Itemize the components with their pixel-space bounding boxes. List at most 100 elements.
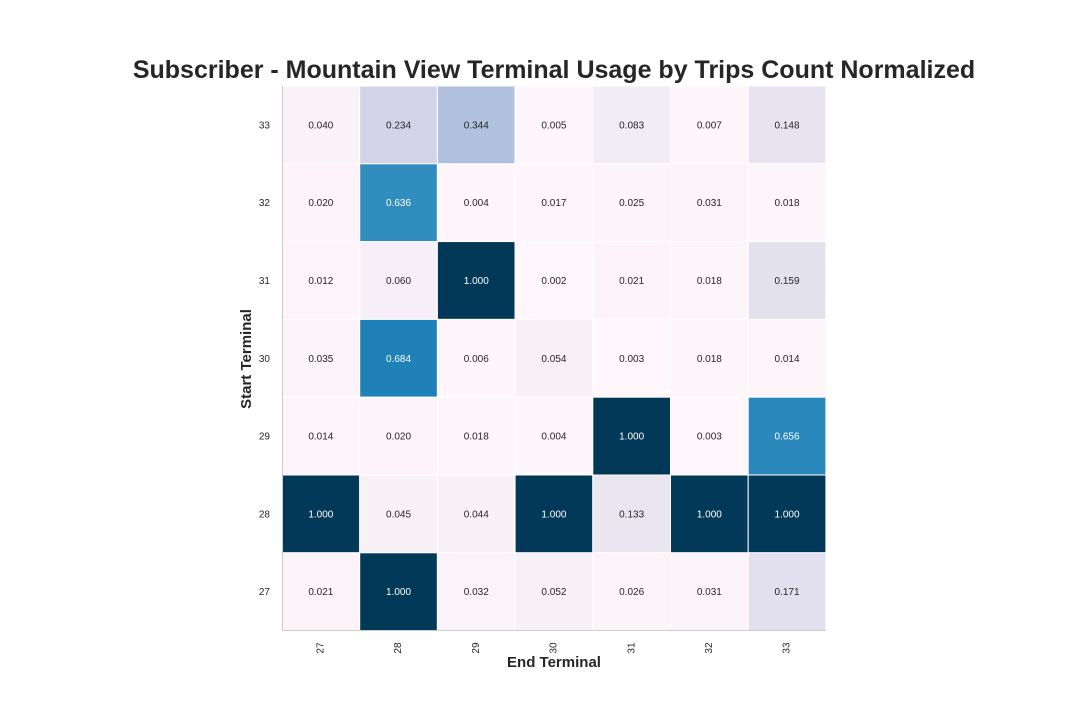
heatmap-axes [282,86,826,631]
heatmap-cell [514,241,594,320]
cell-value-label: 0.020 [386,432,411,443]
heatmap-cell [359,552,438,632]
heatmap-cell [670,474,749,554]
cell-value-label: 0.004 [464,198,489,209]
heatmap-cell [281,396,361,476]
cell-value-label: 1.000 [775,509,800,520]
x-axis-label: End Terminal [507,654,601,671]
heatmap-cell [436,396,516,476]
x-tick-label: 30 [549,642,560,654]
cell-value-label: 0.007 [697,120,722,131]
cell-value-label: 0.636 [386,198,411,209]
cell-value-label: 0.032 [464,587,489,598]
heatmap-cell [670,241,749,320]
cell-value-label: 0.171 [775,587,800,598]
heatmap-cell [359,396,438,476]
heatmap-cells: 0.040 0.234 0.344 0.005 0.083 0.007 0.148 0.020… [281,85,827,632]
y-tick-labels: 33 32 31 30 29 28 27 [259,120,271,598]
cell-value-label: 1.000 [464,276,489,287]
heatmap-cell [281,474,361,554]
cell-value-label: 1.000 [308,509,333,520]
cell-value-label: 0.003 [619,354,644,365]
y-axis-label: Start Terminal [238,309,255,409]
heatmap-cell [436,163,516,243]
x-tick-label: 27 [315,642,326,654]
cell-value-label: 0.002 [541,276,566,287]
heatmap-cell [747,241,827,320]
heatmap-cell [747,474,827,554]
cell-value-label: 0.004 [541,432,566,443]
heatmap-cell [281,318,361,398]
x-tick-label: 28 [393,642,404,654]
cell-value-label: 0.148 [775,120,800,131]
x-tick-label: 29 [471,642,482,654]
heatmap-cell [436,318,516,398]
cell-value-label: 0.035 [308,354,333,365]
cell-value-label: 0.018 [697,354,722,365]
heatmap-cell [747,396,827,476]
y-tick-label: 28 [259,509,271,520]
y-tick-label: 29 [259,432,271,443]
heatmap-cell [436,85,516,165]
cell-value-label: 0.018 [464,432,489,443]
heatmap-cell [670,163,749,243]
cell-value-label: 0.656 [775,432,800,443]
cell-value-label: 1.000 [541,509,566,520]
heatmap-cell [514,474,594,554]
cell-value-label: 0.017 [541,198,566,209]
x-tick-labels: 27 28 29 30 31 32 33 [315,642,792,654]
cell-value-label: 0.083 [619,120,644,131]
cell-value-label: 0.014 [308,432,333,443]
heatmap-cell [747,163,827,243]
heatmap-cell [592,552,671,632]
cell-value-label: 0.052 [541,587,566,598]
cell-value-label: 0.133 [619,509,644,520]
heatmap-cell [281,241,361,320]
cell-value-label: 0.018 [697,276,722,287]
cell-value-label: 0.021 [308,587,333,598]
heatmap-cell [359,85,438,165]
cell-value-label: 0.344 [464,120,489,131]
cell-value-label: 0.018 [775,198,800,209]
cell-value-label: 0.040 [308,120,333,131]
heatmap-cell [436,474,516,554]
cell-value-label: 0.003 [697,432,722,443]
y-tick-label: 33 [259,120,271,131]
cell-value-label: 0.159 [775,276,800,287]
cell-value-label: 0.031 [697,587,722,598]
cell-value-label: 0.012 [308,276,333,287]
heatmap-cell [514,552,594,632]
x-tick-label: 31 [626,642,637,654]
heatmap-cell [359,163,438,243]
cell-value-label: 1.000 [386,587,411,598]
cell-value-label: 0.031 [697,198,722,209]
cell-value-label: 0.006 [464,354,489,365]
heatmap-cell [281,85,361,165]
cell-value-label: 1.000 [619,432,644,443]
heatmap-cell [359,241,438,320]
heatmap-cell [592,163,671,243]
y-tick-label: 27 [259,587,271,598]
cell-value-label: 0.045 [386,509,411,520]
cell-value-label: 0.014 [775,354,800,365]
heatmap-cell [281,552,361,632]
cell-value-label: 0.060 [386,276,411,287]
chart-title: Subscriber - Mountain View Terminal Usag… [132,56,976,84]
cell-value-label: 1.000 [697,509,722,520]
x-tick-label: 32 [704,642,715,654]
cell-value-label: 0.026 [619,587,644,598]
heatmap-cell [359,318,438,398]
heatmap-cell [747,85,827,165]
y-tick-label: 31 [259,276,271,287]
cell-value-label: 0.054 [541,354,566,365]
y-tick-label: 30 [259,354,271,365]
heatmap-cell [670,552,749,632]
heatmap-cell [436,241,516,320]
x-tick-label: 33 [782,642,793,654]
cell-value-label: 0.684 [386,354,411,365]
cell-value-label: 0.021 [619,276,644,287]
heatmap-cell [592,318,671,398]
y-tick-label: 32 [259,198,271,209]
heatmap-cell [436,552,516,632]
